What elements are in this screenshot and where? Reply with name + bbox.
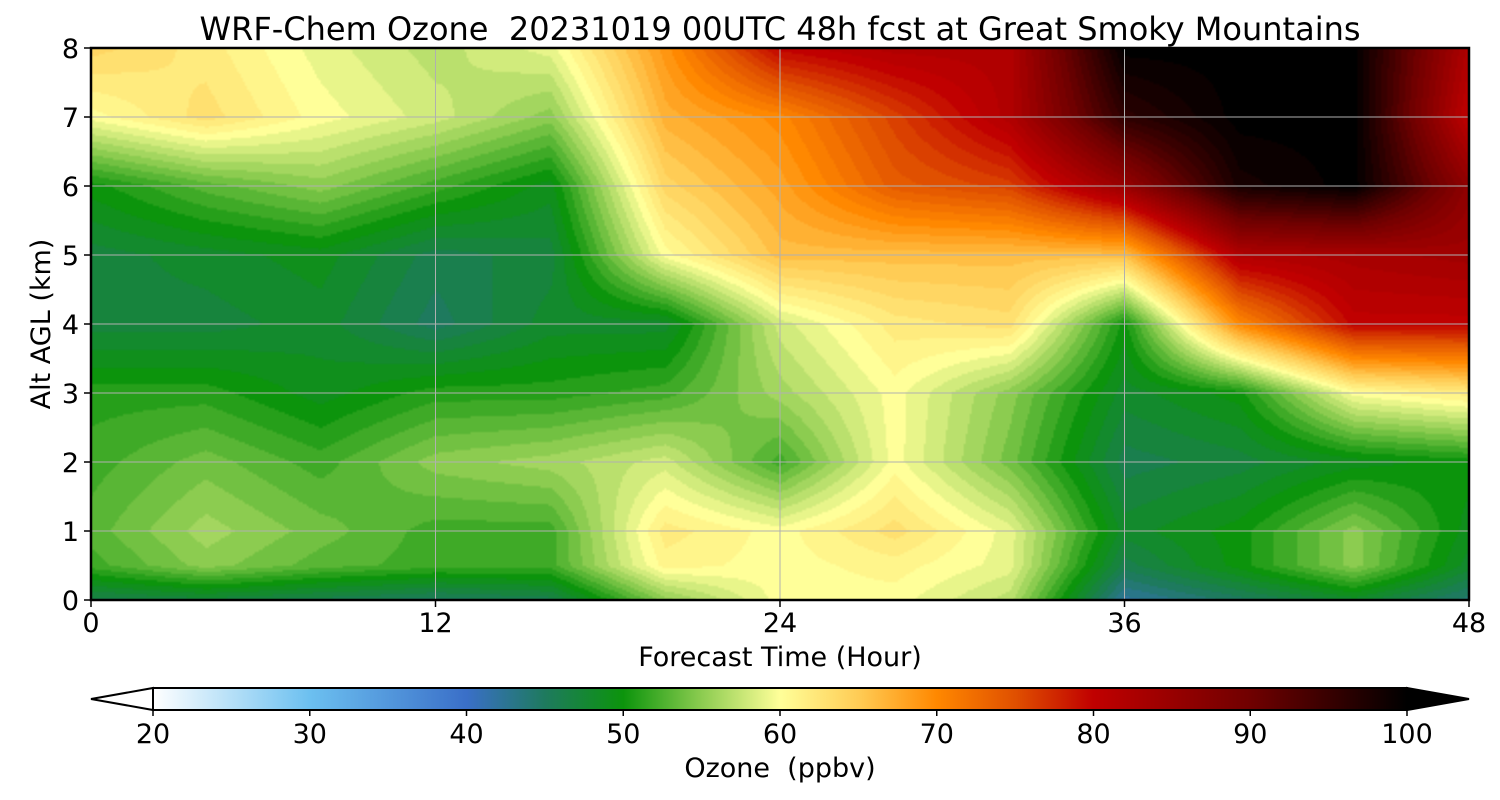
y-tick-label: 6 — [62, 172, 79, 203]
colorbar-label: Ozone (ppbv) — [684, 753, 875, 784]
y-tick-label: 1 — [62, 517, 79, 548]
colorbar-ticks: 20 30 40 50 60 70 80 90 100 — [136, 710, 1433, 750]
y-tick-label: 4 — [62, 310, 79, 341]
colorbar-tick-label: 90 — [1233, 719, 1267, 750]
colorbar-tick-label: 50 — [606, 719, 640, 750]
x-axis-label: Forecast Time (Hour) — [638, 642, 922, 673]
x-tick-label: 36 — [1107, 608, 1141, 639]
colorbar: 20 30 40 50 60 70 80 90 100 Ozone (ppbv) — [90, 686, 1470, 784]
colorbar-tick-label: 100 — [1381, 719, 1433, 750]
y-tick-label: 0 — [62, 586, 79, 617]
y-axis-label: Alt AGL (km) — [26, 239, 57, 410]
colorbar-tick-label: 40 — [449, 719, 483, 750]
x-tick-label: 24 — [763, 608, 797, 639]
x-tick-label: 48 — [1452, 608, 1486, 639]
y-tick-label: 8 — [62, 34, 79, 65]
y-tick-label: 2 — [62, 448, 79, 479]
colorbar-tick-label: 60 — [763, 719, 797, 750]
y-tick-label: 5 — [62, 241, 79, 272]
y-tick-label: 7 — [62, 103, 79, 134]
colorbar-tick-label: 80 — [1076, 719, 1110, 750]
colorbar-extend-high — [1406, 686, 1470, 712]
colorbar-body — [153, 688, 1407, 710]
y-axis-ticks: 0 1 2 3 4 5 6 7 8 — [62, 34, 91, 617]
colorbar-extend-low — [90, 686, 154, 712]
colorbar-tick-label: 20 — [136, 719, 170, 750]
y-tick-label: 3 — [62, 379, 79, 410]
colorbar-tick-label: 30 — [293, 719, 327, 750]
chart-title: WRF-Chem Ozone 20231019 00UTC 48h fcst a… — [199, 10, 1360, 48]
x-tick-label: 12 — [418, 608, 452, 639]
x-tick-label: 0 — [82, 608, 99, 639]
colorbar-tick-label: 70 — [920, 719, 954, 750]
x-axis-ticks: 0 12 24 36 48 — [82, 600, 1486, 639]
grid-lines — [91, 48, 1469, 600]
